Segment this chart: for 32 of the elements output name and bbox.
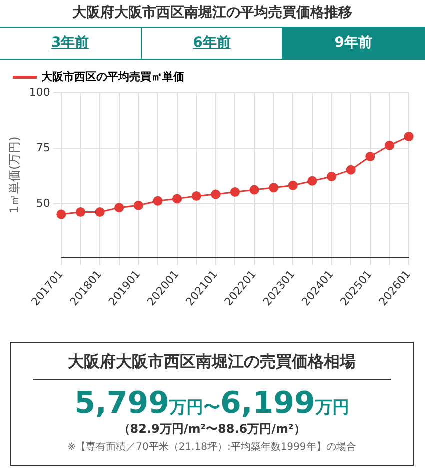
text: 5,799万円〜6,199万円 [74,386,350,421]
legend-label: 大阪市西区の平均売買㎡単価 [42,70,184,84]
point [346,165,356,175]
point [95,208,105,218]
y-tick-label: 100 [29,86,50,99]
point [134,200,144,210]
point [172,194,182,204]
text: ※【専有面積／70平米（21.18坪）:平均築年数1999年】の場合 [66,440,358,454]
y-axis-title: 1㎡単価(万円) [7,136,22,214]
point [250,185,260,195]
point [327,172,337,182]
text: 9年前 [283,28,425,59]
chart-title: 大阪府大阪市西区南堀江の平均売買価格推移 [72,4,354,22]
text: 6年前 [142,28,284,59]
point [76,208,86,218]
point [308,176,318,186]
point [153,196,163,206]
y-tick-label: 50 [36,196,50,210]
y-tick-label: 75 [36,141,50,154]
point [114,203,124,213]
point [56,210,66,220]
text: （82.9万円/m²〜88.6万円/m²） [117,421,307,438]
point [366,152,376,162]
text: 大阪府大阪市西区南堀江の売買価格相場 [33,352,391,380]
point [192,192,202,202]
point [288,180,298,190]
point [211,190,221,200]
text: 3年前 [0,28,142,59]
point [404,132,414,142]
point [269,183,279,193]
point [230,188,240,198]
point [384,140,394,150]
